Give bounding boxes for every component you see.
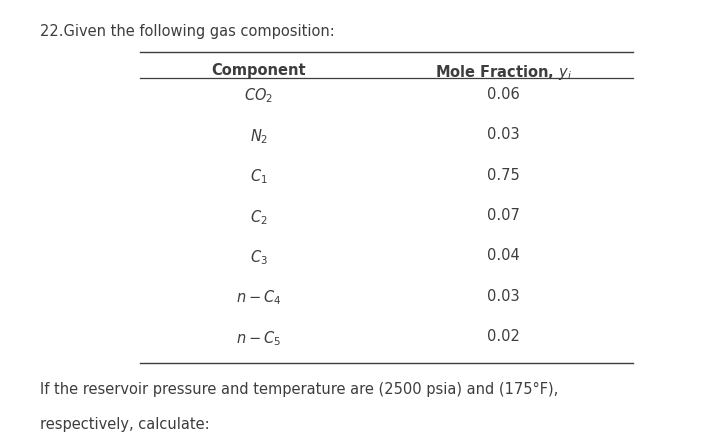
Text: 22.Given the following gas composition:: 22.Given the following gas composition: — [40, 24, 334, 39]
Text: $n-C_4$: $n-C_4$ — [236, 289, 282, 307]
Text: $N_2$: $N_2$ — [249, 127, 268, 146]
Text: respectively, calculate:: respectively, calculate: — [40, 417, 209, 432]
Text: 0.06: 0.06 — [487, 87, 520, 102]
Text: $C_2$: $C_2$ — [250, 208, 267, 227]
Text: $C_3$: $C_3$ — [250, 248, 267, 267]
Text: 0.03: 0.03 — [487, 289, 520, 304]
Text: 0.03: 0.03 — [487, 127, 520, 142]
Text: 0.07: 0.07 — [487, 208, 520, 223]
Text: $CO_2$: $CO_2$ — [244, 87, 273, 105]
Text: 0.04: 0.04 — [487, 248, 520, 263]
Text: Mole Fraction, $y_i$: Mole Fraction, $y_i$ — [435, 63, 572, 82]
Text: Component: Component — [211, 63, 306, 78]
Text: $C_1$: $C_1$ — [250, 168, 267, 186]
Text: $n-C_5$: $n-C_5$ — [237, 329, 281, 348]
Text: 0.02: 0.02 — [487, 329, 520, 344]
Text: 0.75: 0.75 — [487, 168, 520, 183]
Text: If the reservoir pressure and temperature are (2500 psia) and (175°F),: If the reservoir pressure and temperatur… — [40, 382, 558, 398]
